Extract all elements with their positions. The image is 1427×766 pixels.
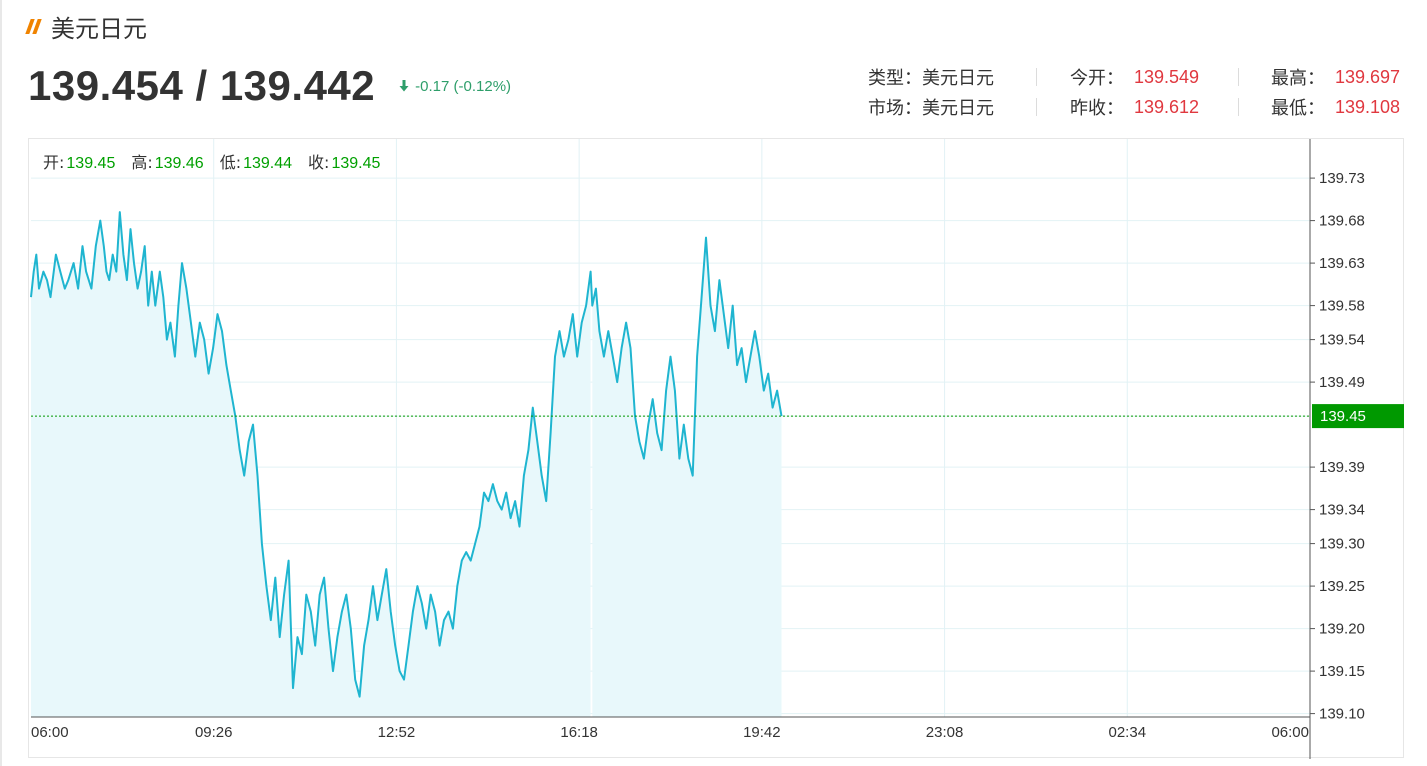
y-tick-label: 139.10 xyxy=(1319,706,1365,723)
info-market-label: 市场： xyxy=(868,98,922,119)
info-type-value: 美元日元 xyxy=(922,68,994,89)
price-line xyxy=(30,211,783,698)
area-fill xyxy=(31,212,591,717)
change-text: -0.17 (-0.12%) xyxy=(415,77,512,95)
y-tick-label: 139.30 xyxy=(1319,536,1365,553)
x-tick-label: 16:18 xyxy=(560,724,598,741)
x-tick-label: 23:08 xyxy=(926,724,964,741)
ohlc-label: 开: xyxy=(43,153,64,172)
ohlc-label: 高: xyxy=(131,153,152,172)
price-change: -0.17 (-0.12%) xyxy=(399,78,511,95)
info-divider xyxy=(1036,68,1037,86)
y-tick-label: 139.39 xyxy=(1319,459,1365,476)
arrow-down-icon xyxy=(399,80,409,92)
x-tick-label: 12:52 xyxy=(378,724,416,741)
info-prev-close: 昨收： 139.612 xyxy=(1070,92,1199,122)
page-title: 美元日元 xyxy=(51,14,147,43)
info-open: 今开： 139.549 xyxy=(1070,62,1199,92)
x-tick-label: 06:00 xyxy=(1271,724,1309,741)
ohlc-label: 低: xyxy=(220,153,241,172)
x-tick-label: 06:00 xyxy=(31,724,69,741)
info-market-value: 美元日元 xyxy=(922,98,994,119)
info-low: 最低： 139.108 xyxy=(1271,92,1400,122)
y-tick-label: 139.68 xyxy=(1319,213,1365,230)
y-tick-label: 139.58 xyxy=(1319,298,1365,315)
y-tick-label: 139.54 xyxy=(1319,332,1365,349)
info-divider xyxy=(1238,98,1239,116)
info-prev-close-value: 139.612 xyxy=(1134,96,1200,117)
info-type: 类型： 美元日元 xyxy=(868,62,994,92)
ohlc-value: 139.44 xyxy=(243,155,292,172)
info-open-value: 139.549 xyxy=(1134,66,1200,87)
ohlc-value: 139.46 xyxy=(155,155,204,172)
y-tick-label: 139.73 xyxy=(1319,170,1365,187)
y-tick-label: 139.34 xyxy=(1319,502,1365,519)
y-tick-label: 139.63 xyxy=(1319,255,1365,272)
x-tick-label: 19:42 xyxy=(743,724,781,741)
page-border xyxy=(0,0,2,766)
current-price-tag xyxy=(1312,404,1404,429)
info-type-label: 类型： xyxy=(868,68,922,89)
info-high-value: 139.697 xyxy=(1335,66,1401,87)
price-row: 139.454 / 139.442 -0.17 (-0.12%) xyxy=(28,62,511,110)
info-market: 市场： 美元日元 xyxy=(868,92,994,122)
intraday-chart[interactable]: 06:00 09:26 12:52 16:18 19:42 23:08 02:34 06:00… xyxy=(29,139,1405,759)
info-high: 最高： 139.697 xyxy=(1271,62,1400,92)
info-divider xyxy=(1238,68,1239,86)
ohlc-label: 收: xyxy=(308,153,329,172)
info-low-label: 最低： xyxy=(1271,98,1325,119)
title-bar: 美元日元 xyxy=(25,8,147,44)
y-tick-label: 139.25 xyxy=(1319,578,1365,595)
x-tick-label: 09:26 xyxy=(195,724,233,741)
ohlc-value: 139.45 xyxy=(66,155,115,172)
x-tick-label: 02:34 xyxy=(1109,724,1147,741)
y-tick-label: 139.49 xyxy=(1319,374,1365,391)
title-slash-icon xyxy=(25,18,42,34)
area-fill xyxy=(592,237,782,717)
info-divider xyxy=(1036,98,1037,116)
y-tick-label: 139.15 xyxy=(1319,663,1365,680)
ohlc-value: 139.45 xyxy=(331,155,380,172)
info-open-label: 今开： xyxy=(1070,68,1124,89)
info-high-label: 最高： xyxy=(1271,68,1325,89)
chart-panel[interactable]: 06:00 09:26 12:52 16:18 19:42 23:08 02:34 06:00… xyxy=(28,138,1405,759)
info-prev-close-label: 昨收： xyxy=(1070,98,1124,119)
current-price-label: 139.45 xyxy=(1320,408,1366,425)
info-low-value: 139.108 xyxy=(1335,96,1401,117)
y-tick-label: 139.20 xyxy=(1319,621,1365,638)
bid-ask-price: 139.454 / 139.442 xyxy=(28,62,376,109)
